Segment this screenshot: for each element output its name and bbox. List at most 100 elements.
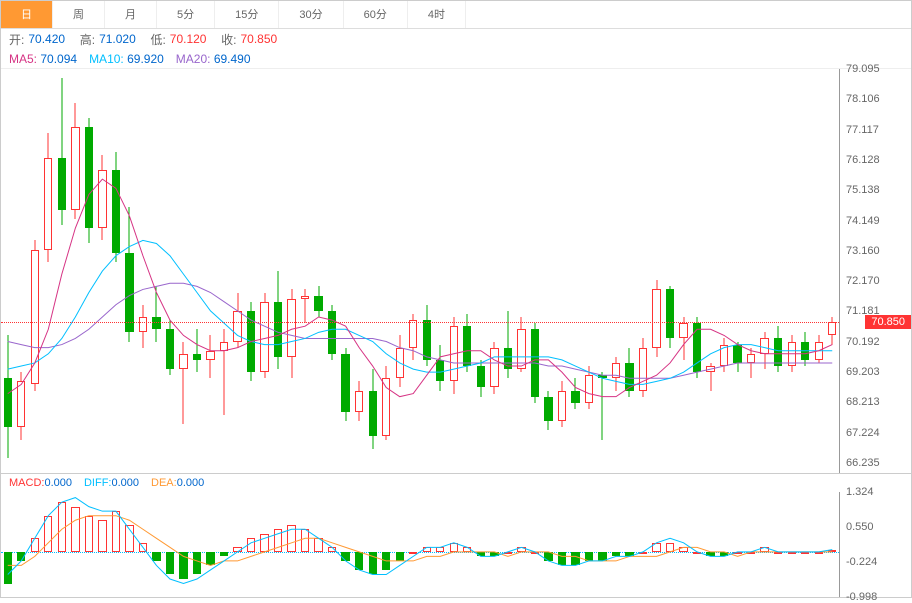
macd-bar: [409, 552, 417, 554]
macd-bar: [179, 552, 187, 579]
candle: [193, 69, 201, 463]
candle: [436, 69, 444, 463]
macd-bar: [760, 547, 768, 552]
candle: [666, 69, 674, 463]
candle: [98, 69, 106, 463]
y-tick: 76.128: [846, 154, 880, 166]
macd-bar: [260, 534, 268, 552]
high-value: 71.020: [99, 32, 136, 46]
candle: [233, 69, 241, 463]
tab-周[interactable]: 周: [53, 1, 105, 28]
candle: [179, 69, 187, 463]
y-tick: 70.192: [846, 336, 880, 348]
close-value: 70.850: [241, 32, 278, 46]
tab-月[interactable]: 月: [105, 1, 157, 28]
close-label: 收:: [221, 31, 236, 48]
macd-bar: [612, 552, 620, 557]
candle: [788, 69, 796, 463]
dea: DEA:0.000: [151, 477, 204, 489]
macd-bar: [220, 552, 228, 557]
macd-bar: [314, 538, 322, 552]
macd-bar: [71, 507, 79, 552]
ma5: MA5: 70.094: [9, 52, 77, 66]
candle: [287, 69, 295, 463]
tab-日[interactable]: 日: [1, 1, 53, 28]
macd-bar: [423, 547, 431, 552]
macd-bar: [639, 552, 647, 554]
candle: [328, 69, 336, 463]
macd-y-tick: 0.550: [846, 521, 874, 533]
candle: [558, 69, 566, 463]
y-tick: 67.224: [846, 427, 880, 439]
y-tick: 78.106: [846, 93, 880, 105]
macd-bar: MACD:0.000 DIFF:0.000 DEA:0.000: [1, 474, 911, 492]
ohlc-bar: 开:70.420 高:71.020 低:70.120 收:70.850: [1, 29, 911, 49]
macd-bar: [152, 552, 160, 561]
macd-bar: [301, 529, 309, 552]
macd-bar: [774, 552, 782, 554]
y-tick: 69.203: [846, 366, 880, 378]
candle: [774, 69, 782, 463]
candle: [382, 69, 390, 463]
candle: [341, 69, 349, 463]
macd-y-tick: 1.324: [846, 486, 874, 498]
macd-bar: [436, 547, 444, 552]
macd-bar: [4, 552, 12, 584]
tab-15分[interactable]: 15分: [215, 1, 279, 28]
candle: [396, 69, 404, 463]
tab-4时[interactable]: 4时: [408, 1, 466, 28]
macd-bar: [693, 552, 701, 554]
candle: [247, 69, 255, 463]
macd-bar: [287, 525, 295, 552]
macd-bar: [463, 547, 471, 552]
candle: [693, 69, 701, 463]
y-tick: 74.149: [846, 215, 880, 227]
candle: [44, 69, 52, 463]
candle: [815, 69, 823, 463]
candle: [531, 69, 539, 463]
candle: [477, 69, 485, 463]
macd-bar: [328, 547, 336, 552]
candle: [504, 69, 512, 463]
tab-30分[interactable]: 30分: [279, 1, 343, 28]
macd-bar: [733, 552, 741, 554]
candle: [652, 69, 660, 463]
y-tick: 73.160: [846, 245, 880, 257]
candle: [801, 69, 809, 463]
macd-bar: [166, 552, 174, 575]
candle: [206, 69, 214, 463]
macd-y-tick: -0.224: [846, 556, 877, 568]
macd-bar: [85, 516, 93, 552]
ma-bar: MA5: 70.094 MA10: 69.920 MA20: 69.490: [1, 49, 911, 69]
macd-y-tick: -0.998: [846, 591, 877, 603]
macd-bar: [815, 552, 823, 554]
candle: [355, 69, 363, 463]
macd-bar: [247, 538, 255, 552]
macd-chart[interactable]: 1.3240.550-0.224-0.998: [1, 492, 911, 597]
candle: [4, 69, 12, 463]
macd-bar: [598, 552, 606, 561]
candle: [301, 69, 309, 463]
macd-bar: [652, 543, 660, 552]
candle: [585, 69, 593, 463]
candlestick-chart[interactable]: 79.09578.10677.11776.12875.13874.14973.1…: [1, 69, 911, 474]
macd-bar: [112, 511, 120, 552]
macd-bar: [801, 552, 809, 554]
y-tick: 72.170: [846, 275, 880, 287]
open-label: 开:: [9, 31, 24, 48]
macd-bar: [193, 552, 201, 575]
candle: [125, 69, 133, 463]
macd-bar: [585, 552, 593, 561]
macd-bar: [706, 552, 714, 557]
macd-bar: [558, 552, 566, 566]
macd-bar: [382, 552, 390, 570]
candle: [706, 69, 714, 463]
candle: [112, 69, 120, 463]
tab-5分[interactable]: 5分: [157, 1, 215, 28]
low-label: 低:: [150, 31, 165, 48]
macd-bar: [477, 552, 485, 557]
tab-60分[interactable]: 60分: [344, 1, 408, 28]
candle: [639, 69, 647, 463]
y-tick: 75.138: [846, 184, 880, 196]
macd-bar: [31, 538, 39, 552]
